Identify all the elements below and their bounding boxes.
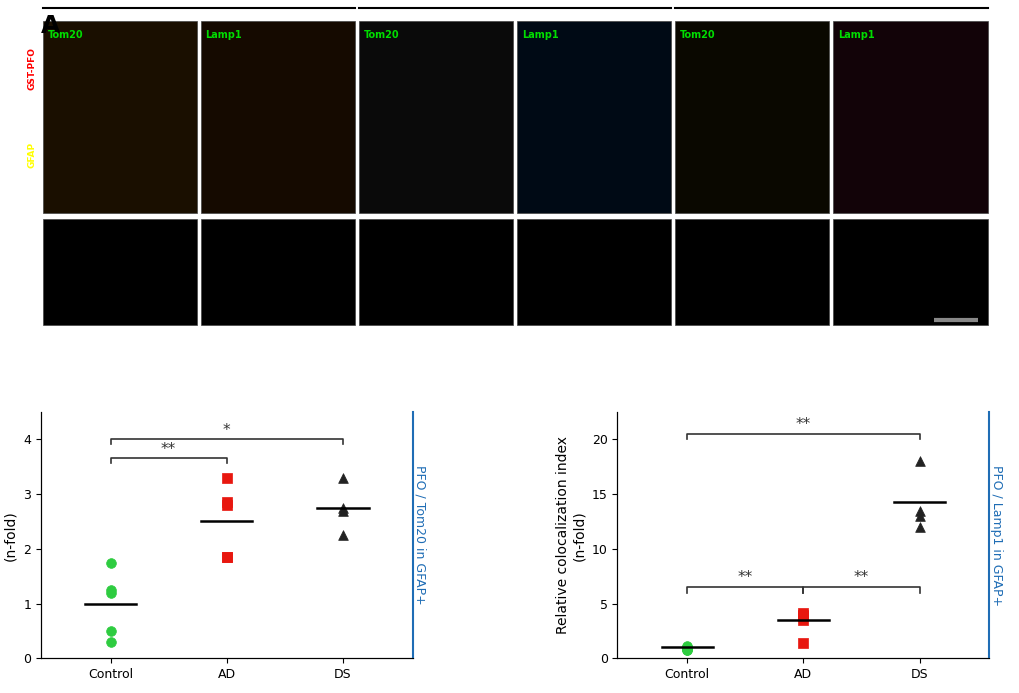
Text: **: ** bbox=[795, 416, 810, 432]
Point bbox=[218, 552, 234, 563]
Y-axis label: Relative colocalization index
(n-fold): Relative colocalization index (n-fold) bbox=[555, 436, 586, 634]
Text: Colocalization mask: Colocalization mask bbox=[28, 230, 36, 314]
Point bbox=[911, 505, 927, 516]
Point bbox=[911, 511, 927, 522]
Text: **: ** bbox=[737, 570, 752, 585]
Point bbox=[679, 644, 695, 655]
Point bbox=[334, 505, 351, 516]
Point bbox=[334, 529, 351, 541]
Y-axis label: Relative colocalization index
(n-fold): Relative colocalization index (n-fold) bbox=[0, 436, 17, 634]
Point bbox=[218, 552, 234, 563]
Point bbox=[102, 636, 118, 647]
Text: Lamp1: Lamp1 bbox=[522, 30, 557, 40]
Point bbox=[218, 472, 234, 483]
Point bbox=[911, 521, 927, 532]
Point bbox=[102, 625, 118, 636]
Point bbox=[795, 610, 811, 621]
Point bbox=[679, 641, 695, 652]
Point bbox=[911, 456, 927, 467]
Text: GFAP: GFAP bbox=[28, 142, 36, 168]
Point bbox=[795, 608, 811, 619]
Point bbox=[795, 609, 811, 620]
Point bbox=[795, 615, 811, 626]
Point bbox=[334, 472, 351, 483]
Text: Tom20: Tom20 bbox=[364, 30, 398, 40]
Point bbox=[334, 502, 351, 514]
Point bbox=[679, 643, 695, 654]
Text: Lamp1: Lamp1 bbox=[206, 30, 242, 40]
Text: Lamp1: Lamp1 bbox=[838, 30, 873, 40]
Y-axis label: PFO / Lamp1 in GFAP+: PFO / Lamp1 in GFAP+ bbox=[989, 464, 1003, 606]
Point bbox=[679, 642, 695, 653]
Text: A: A bbox=[41, 15, 60, 38]
Point bbox=[795, 638, 811, 649]
Text: **: ** bbox=[161, 442, 176, 457]
Text: Tom20: Tom20 bbox=[48, 30, 83, 40]
Point bbox=[679, 644, 695, 655]
Y-axis label: PFO / Tom20 in GFAP+: PFO / Tom20 in GFAP+ bbox=[414, 465, 426, 605]
Text: Tom20: Tom20 bbox=[680, 30, 714, 40]
Point bbox=[218, 497, 234, 508]
Text: *: * bbox=[223, 423, 230, 438]
Point bbox=[102, 584, 118, 595]
Point bbox=[679, 644, 695, 656]
Text: GST-PFO: GST-PFO bbox=[28, 47, 36, 90]
Point bbox=[102, 587, 118, 598]
Point bbox=[218, 500, 234, 511]
Point bbox=[102, 557, 118, 568]
Text: **: ** bbox=[853, 570, 868, 585]
